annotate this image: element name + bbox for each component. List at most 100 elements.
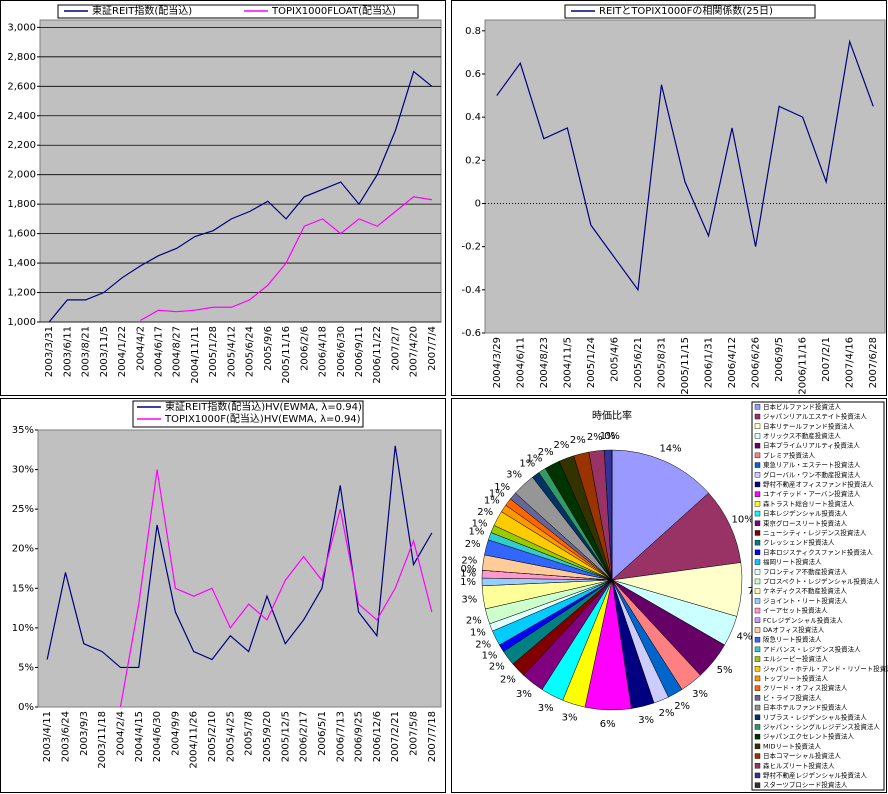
legend-label: プロスペクト・レジデンシャル投資法人 [763, 576, 880, 585]
x-tick-label: 2004/11/26 [189, 711, 200, 769]
x-tick-label: 2005/11/16 [281, 326, 292, 384]
x-tick-label: 2004/2/4 [115, 711, 126, 756]
legend-swatch [754, 510, 761, 517]
legend-swatch [754, 501, 761, 507]
x-tick-label: 2005/11/15 [680, 337, 691, 395]
slice-label: 1% [472, 518, 488, 529]
y-tick-label: 1,400 [7, 258, 36, 269]
legend-box [751, 401, 885, 791]
x-tick-label: 2004/6/11 [515, 337, 526, 388]
y-tick-label: 0.6 [465, 69, 481, 80]
y-tick-label: -0.6 [461, 328, 481, 339]
legend-label: 東証REIT指数(配当込)HV(EWMA, λ=0.94) [165, 400, 362, 413]
y-tick-label: 2,800 [7, 52, 36, 63]
legend-label: ニューシティ・レジデンス投資法人 [763, 528, 867, 537]
y-tick-label: 1,800 [7, 199, 36, 210]
legend-label: ユナイテッド・アーバン投資法人 [763, 489, 861, 498]
legend-swatch [754, 433, 761, 439]
x-tick-label: 2004/11/5 [562, 337, 573, 388]
x-tick-label: 2006/9/25 [354, 711, 365, 762]
slice-label: 1% [600, 431, 616, 442]
legend-label: 東京グロースリート投資法人 [763, 518, 848, 527]
legend-box [57, 4, 419, 19]
x-tick-label: 2007/4/16 [845, 337, 856, 388]
slice-label: 2% [465, 539, 481, 550]
x-tick-label: 2006/9/11 [354, 326, 365, 377]
x-tick-label: 2005/4/6 [609, 337, 620, 382]
legend-swatch [754, 666, 761, 672]
legend-label: 日本リテールファンド投資法人 [763, 421, 855, 430]
slice-label: 4% [736, 632, 752, 643]
x-tick-label: 2006/4/18 [318, 326, 329, 377]
x-tick-label: 2004/6/30 [152, 711, 163, 762]
legend-swatch [754, 656, 761, 662]
legend-swatch [754, 724, 761, 730]
legend-label: 福岡リート投資法人 [763, 557, 822, 566]
x-tick-label: 2005/9/20 [262, 711, 273, 762]
x-tick-label: 2005/6/21 [633, 337, 644, 388]
legend-swatch [754, 549, 761, 556]
legend-swatch [754, 588, 761, 594]
x-tick-label: 2007/2/1 [821, 337, 832, 382]
slice-label: 2% [674, 701, 690, 712]
legend-label: ジャパン・シングルレジデンス投資法人 [763, 722, 880, 731]
x-tick-label: 2003/9/3 [79, 711, 90, 756]
x-tick-label: 2003/11/5 [99, 326, 110, 377]
y-tick-label: 15% [12, 583, 34, 594]
y-tick-label: -0.2 [461, 242, 481, 253]
legend-label: 日本プライムリアルティ投資法人 [763, 441, 860, 450]
legend-label: グローバル・ワン不動産投資法人 [763, 470, 861, 479]
x-tick-label: 2004/4/15 [134, 711, 145, 762]
plot-area [484, 19, 886, 334]
y-tick-label: 0.8 [465, 26, 481, 37]
slice-label: 3% [692, 689, 708, 700]
x-tick-label: 2005/2/10 [207, 711, 218, 762]
x-tick-label: 2007/4/20 [409, 326, 420, 377]
pie-slice [611, 449, 709, 581]
slice-label: 3% [538, 703, 554, 714]
y-tick-label: 1,600 [7, 229, 36, 240]
legend-swatch [754, 695, 761, 701]
legend-label: オリックス不動産投資法人 [763, 431, 841, 440]
x-tick-label: 2003/6/11 [62, 326, 73, 377]
slice-label: 14% [659, 443, 681, 454]
legend-swatch [754, 472, 761, 478]
x-tick-label: 2004/4/2 [135, 326, 146, 371]
legend-label: 東急リアル・エステート投資法人 [763, 460, 861, 469]
legend-label: フロンティア不動産投資法人 [763, 567, 848, 576]
legend-label: プレミア投資法人 [763, 450, 816, 459]
legend-label: トップリート投資法人 [763, 673, 829, 682]
legend-swatch [754, 733, 761, 740]
legend-label: FCレジデンシャル投資法人 [763, 615, 843, 624]
legend-label: ジャパンエクセレント投資法人 [763, 732, 855, 741]
legend-swatch [754, 491, 761, 497]
legend-box [132, 400, 364, 428]
y-tick-label: 20% [12, 544, 34, 555]
x-tick-label: 2006/9/5 [774, 337, 785, 382]
x-tick-label: 2005/8/31 [656, 337, 667, 388]
slice-label: 1% [482, 651, 498, 662]
slice-label: 3% [516, 689, 532, 700]
slice-label: 1% [469, 526, 485, 537]
y-tick-label: 10% [12, 623, 34, 634]
legend-swatch [754, 462, 761, 468]
slice-label: 1% [519, 459, 535, 470]
x-tick-label: 2005/1/24 [586, 337, 597, 388]
y-tick-label: 2,000 [7, 170, 36, 181]
legend-swatch [754, 763, 761, 769]
pie-slice [611, 492, 742, 581]
x-tick-label: 2003/6/24 [60, 711, 71, 762]
slice-label: 0% [460, 564, 476, 575]
slice-label: 2% [466, 615, 482, 626]
x-tick-label: 2004/1/22 [117, 326, 128, 377]
x-tick-label: 2007/5/8 [409, 711, 420, 756]
series-line [48, 70, 433, 323]
plot-area [39, 19, 442, 323]
slice-label: 5% [717, 665, 733, 676]
x-tick-label: 2006/7/13 [335, 711, 346, 762]
legend-swatch [754, 782, 761, 788]
x-tick-label: 2007/7/4 [427, 326, 438, 371]
x-tick-label: 2006/11/22 [372, 326, 383, 384]
legend-label: 日本レジデンシャル投資法人 [763, 509, 848, 518]
